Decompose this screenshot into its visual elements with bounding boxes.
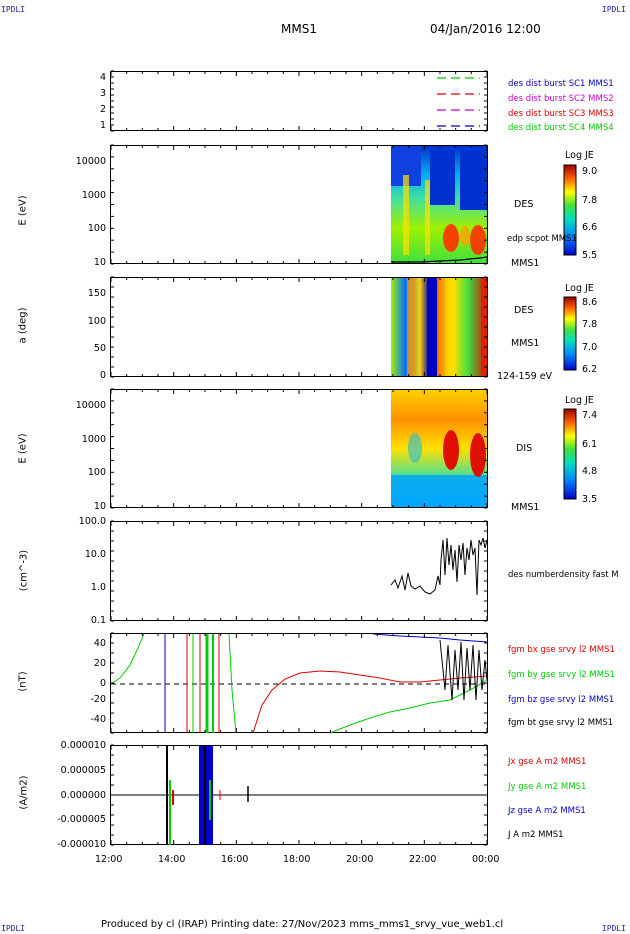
panel4-bottom: MMS1 bbox=[511, 502, 540, 513]
panel6-tick-m20: -20 bbox=[90, 694, 106, 705]
panel2-spectrogram bbox=[391, 146, 488, 263]
panel2-tick-10000: 10000 bbox=[75, 156, 106, 167]
panel4-cbar-t3: 3.5 bbox=[582, 494, 598, 505]
panel1-tick-3: 3 bbox=[100, 88, 107, 99]
panel4-cbar-t0: 7.4 bbox=[582, 410, 598, 421]
panel3-colorbar bbox=[563, 296, 577, 371]
panel1-tick-2: 2 bbox=[100, 104, 107, 115]
panel4-cbar-title: Log JE bbox=[565, 395, 594, 406]
panel5-tick-1: 1.0 bbox=[90, 582, 106, 593]
panel4-spectrogram bbox=[391, 390, 487, 507]
panel6-legend-by: fgm by gse srvy l2 MMS1 bbox=[508, 670, 615, 680]
x-tick-1200: 12:00 bbox=[95, 854, 123, 865]
panel4-tick-10000: 10000 bbox=[75, 400, 106, 411]
panel7-legend-jx: Jx gse A m2 MMS1 bbox=[508, 757, 587, 767]
panel3-cbar-t2: 7.0 bbox=[582, 342, 598, 353]
panel1-legend-sc2: des dist burst SC2 MMS2 bbox=[508, 94, 614, 104]
panel5-tick-3: 100.0 bbox=[78, 516, 106, 527]
panel7-current-spikes bbox=[166, 746, 249, 845]
panel7-legend-jy: Jy gse A m2 MMS1 bbox=[508, 782, 587, 792]
panel2-tick-100: 100 bbox=[87, 223, 106, 234]
panel3-tick-50: 50 bbox=[93, 343, 106, 354]
panel3-cbar-t0: 8.6 bbox=[582, 297, 598, 308]
corner-tr: IPDLI bbox=[601, 5, 626, 14]
panel4-cbar-t2: 4.8 bbox=[582, 466, 598, 477]
x-tick-0000: 00:00 bbox=[472, 854, 500, 865]
panel7-legend-jz: Jz gse A m2 MMS1 bbox=[508, 806, 586, 816]
panel7-tick-3: 0.000005 bbox=[60, 765, 106, 776]
panel2-cbar-title: Log JE bbox=[565, 150, 594, 161]
panel2-cbar-t1: 7.8 bbox=[582, 195, 598, 206]
panel6-tick-40: 40 bbox=[93, 638, 106, 649]
panel1-tick-1: 1 bbox=[100, 120, 107, 131]
panel2-tick-1000: 1000 bbox=[81, 190, 106, 201]
panel5-frame bbox=[110, 521, 488, 621]
panel3-cbar-t1: 7.8 bbox=[582, 319, 598, 330]
panel2-sub: edp scpot MMS1 bbox=[507, 234, 577, 244]
spacecraft-title: MMS1 bbox=[281, 22, 317, 36]
panel3-bottom: 124-159 eV bbox=[497, 371, 553, 382]
x-tick-1800: 18:00 bbox=[283, 854, 311, 865]
panel5-tick-2: 10.0 bbox=[84, 549, 106, 560]
panel5-tick-0: 0.1 bbox=[90, 615, 106, 626]
panel6-legend-bz: fgm bz gse srvy l2 MMS1 bbox=[508, 695, 615, 705]
footer-text: Produced by cl (IRAP) Printing date: 27/… bbox=[101, 919, 504, 930]
panel3-sub: MMS1 bbox=[511, 338, 540, 349]
corner-tl: IPDLI bbox=[1, 5, 26, 14]
panel2-label: DES bbox=[514, 199, 534, 210]
panel2-cbar-t2: 6.6 bbox=[582, 222, 598, 233]
panel3-cbar-title: Log JE bbox=[565, 283, 594, 294]
panel3-label: DES bbox=[514, 305, 534, 316]
panel2-cbar-t0: 9.0 bbox=[582, 166, 598, 177]
panel3-tick-150: 150 bbox=[87, 288, 106, 299]
panel7-tick-0: -0.000010 bbox=[57, 839, 106, 850]
panel2-cbar-t3: 5.5 bbox=[582, 250, 598, 261]
panel4-cbar-t1: 6.1 bbox=[582, 439, 598, 450]
panel7-tick-2: 0.000000 bbox=[60, 790, 106, 801]
panel6-legend-bx: fgm bx gse srvy l2 MMS1 bbox=[508, 645, 615, 655]
x-tick-1600: 16:00 bbox=[221, 854, 249, 865]
panel4-tick-10: 10 bbox=[93, 501, 106, 512]
panel3-tick-0: 0 bbox=[99, 370, 106, 381]
panel1-legend-sc3: des dist burst SC3 MMS3 bbox=[508, 109, 614, 119]
panel3-cbar-t3: 6.2 bbox=[582, 364, 598, 375]
panel6-field-lines bbox=[110, 633, 488, 734]
x-tick-1400: 14:00 bbox=[158, 854, 186, 865]
x-tick-2000: 20:00 bbox=[346, 854, 374, 865]
panel5-density-line bbox=[390, 537, 488, 596]
panel7-legend-j: J A m2 MMS1 bbox=[508, 830, 564, 840]
panel5-label: des numberdensity fast M bbox=[508, 570, 619, 580]
corner-bl: IPDLI bbox=[1, 924, 26, 933]
panel2-colorbar bbox=[563, 164, 577, 256]
panel6-frame bbox=[110, 633, 488, 733]
panel6-tick-20: 20 bbox=[93, 658, 106, 669]
panel1-frame bbox=[110, 71, 488, 131]
panel4-label: DIS bbox=[516, 443, 533, 454]
panel1-legend-sc4: des dist burst SC4 MMS4 bbox=[508, 123, 614, 133]
panel6-tick-m40: -40 bbox=[90, 714, 106, 725]
panel4-tick-100: 100 bbox=[87, 467, 106, 478]
panel3-tick-100: 100 bbox=[87, 316, 106, 327]
panel1-legend-sc1: des dist burst SC1 MMS1 bbox=[508, 79, 614, 89]
corner-br: IPDLI bbox=[601, 924, 626, 933]
panel7-tick-4: 0.000010 bbox=[60, 740, 106, 751]
panel4-colorbar bbox=[563, 408, 577, 500]
panel4-tick-1000: 1000 bbox=[81, 434, 106, 445]
panel6-tick-0: 0 bbox=[99, 678, 106, 689]
datetime-title: 04/Jan/2016 12:00 bbox=[430, 22, 541, 36]
panel3-spectrogram bbox=[391, 278, 487, 376]
panel6-legend-bt: fgm bt gse srvy l2 MMS1 bbox=[508, 718, 614, 728]
panel2-tick-10: 10 bbox=[93, 257, 106, 268]
panel7-tick-1: -0.000005 bbox=[57, 814, 106, 825]
x-tick-2200: 22:00 bbox=[409, 854, 437, 865]
panel1-tick-4: 4 bbox=[100, 72, 107, 83]
panel2-bottom: MMS1 bbox=[511, 258, 540, 269]
